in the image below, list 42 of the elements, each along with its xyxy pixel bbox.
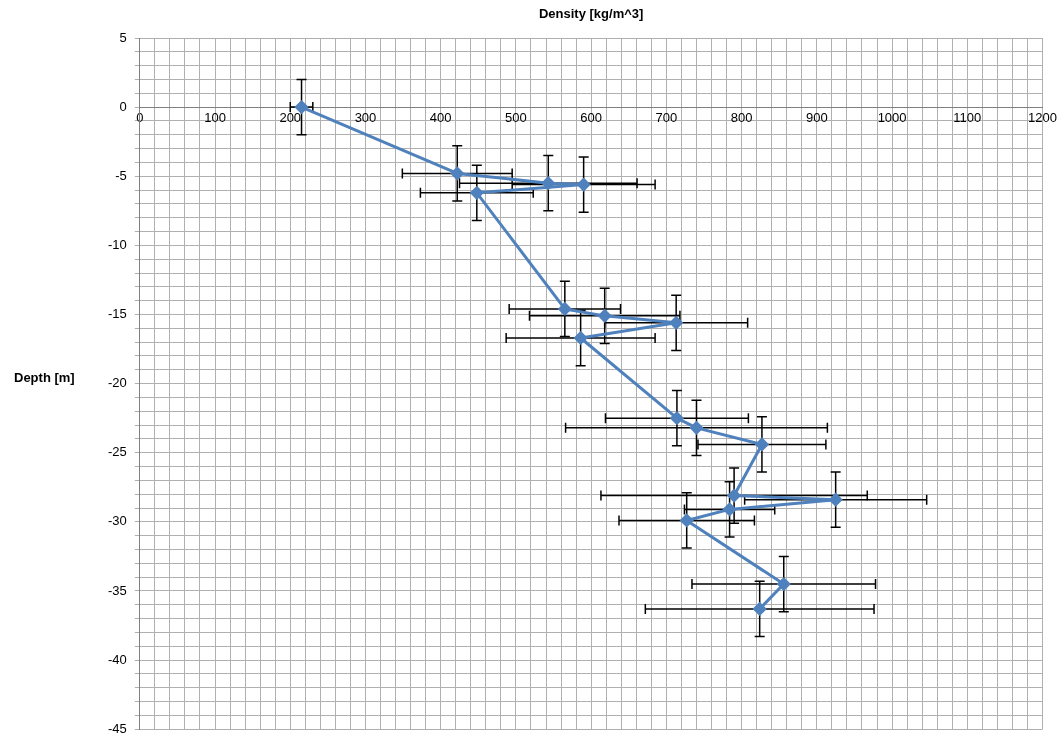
x-tick-label: 400 xyxy=(429,110,452,126)
x-tick-label: 1200 xyxy=(1028,110,1057,126)
x-tick-label: 700 xyxy=(655,110,678,126)
x-axis-title: Density [kg/m^3] xyxy=(538,5,644,21)
point xyxy=(470,186,484,200)
point xyxy=(723,502,737,516)
point xyxy=(541,176,555,190)
y-tick-label: -15 xyxy=(107,306,127,322)
x-tick-label: 900 xyxy=(806,110,828,126)
y-tick-label: -30 xyxy=(107,513,127,529)
point xyxy=(689,421,703,435)
y-tick-label: -25 xyxy=(107,444,127,460)
point xyxy=(669,316,683,330)
y-tick-label: -45 xyxy=(107,720,127,736)
x-tick-label: 1100 xyxy=(953,110,982,126)
y-axis-title: Depth [m] xyxy=(14,370,75,386)
x-tick-label: 100 xyxy=(204,110,226,126)
x-tick-label: 1000 xyxy=(877,110,907,126)
x-tick-label: 500 xyxy=(505,110,527,126)
y-tick-label: 0 xyxy=(119,98,127,114)
point xyxy=(753,602,767,616)
point xyxy=(680,513,694,527)
y-tick-label: -35 xyxy=(107,582,127,598)
point xyxy=(577,178,591,192)
x-tick-label: 300 xyxy=(354,110,377,126)
point xyxy=(829,493,843,507)
y-tick-label: 5 xyxy=(119,29,127,45)
point xyxy=(558,302,572,316)
point xyxy=(450,166,464,180)
point xyxy=(727,489,741,503)
x-tick-label: 600 xyxy=(580,110,603,126)
point xyxy=(598,309,612,323)
y-tick-label: -20 xyxy=(107,375,127,391)
x-tick-label: 800 xyxy=(730,110,753,126)
y-tick-label: -40 xyxy=(107,651,127,667)
y-tick-label: -5 xyxy=(115,167,127,183)
point xyxy=(670,411,684,425)
point xyxy=(755,437,769,451)
x-tick-label: 200 xyxy=(279,110,302,126)
point xyxy=(574,331,588,345)
point xyxy=(777,577,791,591)
y-tick-label: -10 xyxy=(107,236,127,252)
